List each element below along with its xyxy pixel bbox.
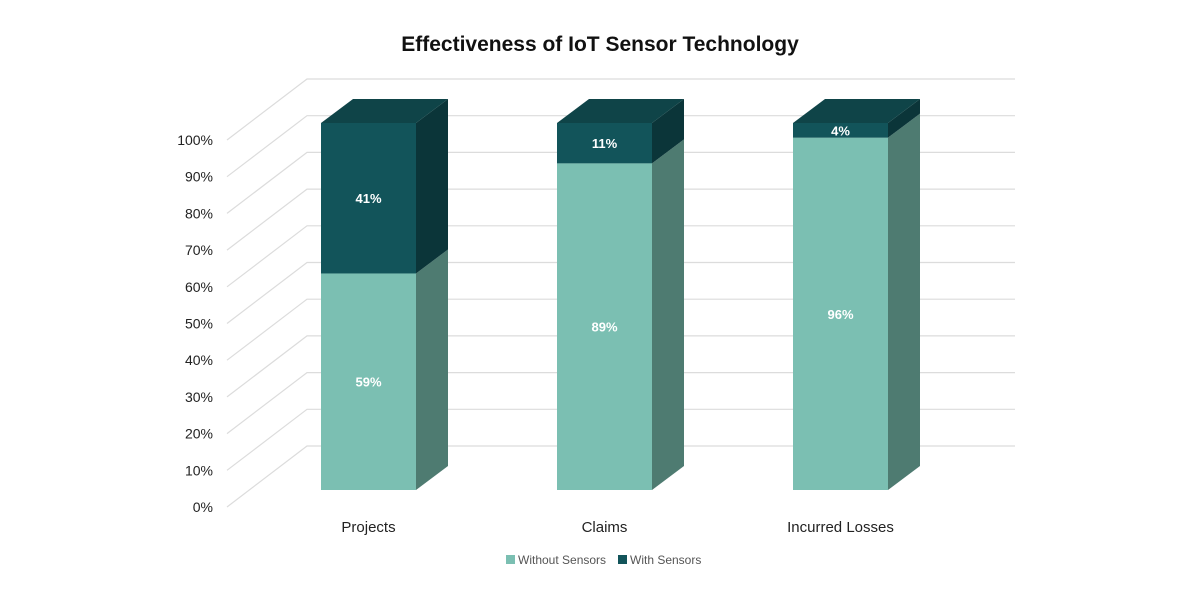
gridline xyxy=(226,78,1015,141)
chart-title: Effectiveness of IoT Sensor Technology xyxy=(401,33,799,56)
x-category-label: Claims xyxy=(582,519,628,536)
x-category-label: Projects xyxy=(341,519,395,536)
bar-side xyxy=(888,113,920,491)
bar-segment xyxy=(321,123,416,274)
gridline xyxy=(226,408,1015,471)
bar-side xyxy=(652,139,684,490)
x-category-label: Incurred Losses xyxy=(787,519,894,536)
data-label: 11% xyxy=(592,136,618,151)
data-label: 4% xyxy=(831,123,850,138)
y-tick-label: 100% xyxy=(177,132,213,148)
y-tick-label: 50% xyxy=(185,316,213,332)
y-tick-label: 10% xyxy=(185,462,213,478)
data-label: 89% xyxy=(591,320,617,335)
gridline xyxy=(226,372,1015,435)
y-tick-label: 30% xyxy=(185,389,213,405)
gridline xyxy=(226,115,1015,178)
bar-segment xyxy=(557,123,652,164)
y-tick-label: 20% xyxy=(185,426,213,442)
gridline xyxy=(226,188,1015,251)
bar-top xyxy=(557,99,684,123)
bar-side xyxy=(416,249,448,490)
legend-label: Without Sensors xyxy=(518,553,606,567)
legend-item: With Sensors xyxy=(618,553,701,567)
y-tick-label: 60% xyxy=(185,279,213,295)
bar-side xyxy=(652,99,684,164)
legend-item: Without Sensors xyxy=(506,553,606,567)
bar-segment xyxy=(793,137,888,490)
bar-segment xyxy=(321,273,416,490)
gridline xyxy=(226,151,1015,214)
data-label: 41% xyxy=(355,191,381,206)
y-tick-label: 40% xyxy=(185,352,213,368)
gridline xyxy=(226,445,1015,508)
legend-swatch xyxy=(506,555,515,564)
gridline xyxy=(226,261,1015,324)
legend-label: With Sensors xyxy=(630,553,701,567)
bar-top xyxy=(793,99,920,123)
gridline xyxy=(226,298,1015,361)
gridline xyxy=(226,335,1015,398)
data-label: 96% xyxy=(827,307,853,322)
bar-top xyxy=(321,99,448,123)
y-tick-label: 90% xyxy=(185,169,213,185)
legend-swatch xyxy=(618,555,627,564)
gridline xyxy=(226,225,1015,288)
bar-segment xyxy=(557,163,652,490)
bar-side xyxy=(888,99,920,138)
bar-side xyxy=(416,99,448,274)
y-tick-label: 0% xyxy=(193,499,213,515)
bar-segment xyxy=(793,123,888,138)
data-label: 59% xyxy=(355,375,381,390)
y-tick-label: 70% xyxy=(185,242,213,258)
y-tick-label: 80% xyxy=(185,205,213,221)
